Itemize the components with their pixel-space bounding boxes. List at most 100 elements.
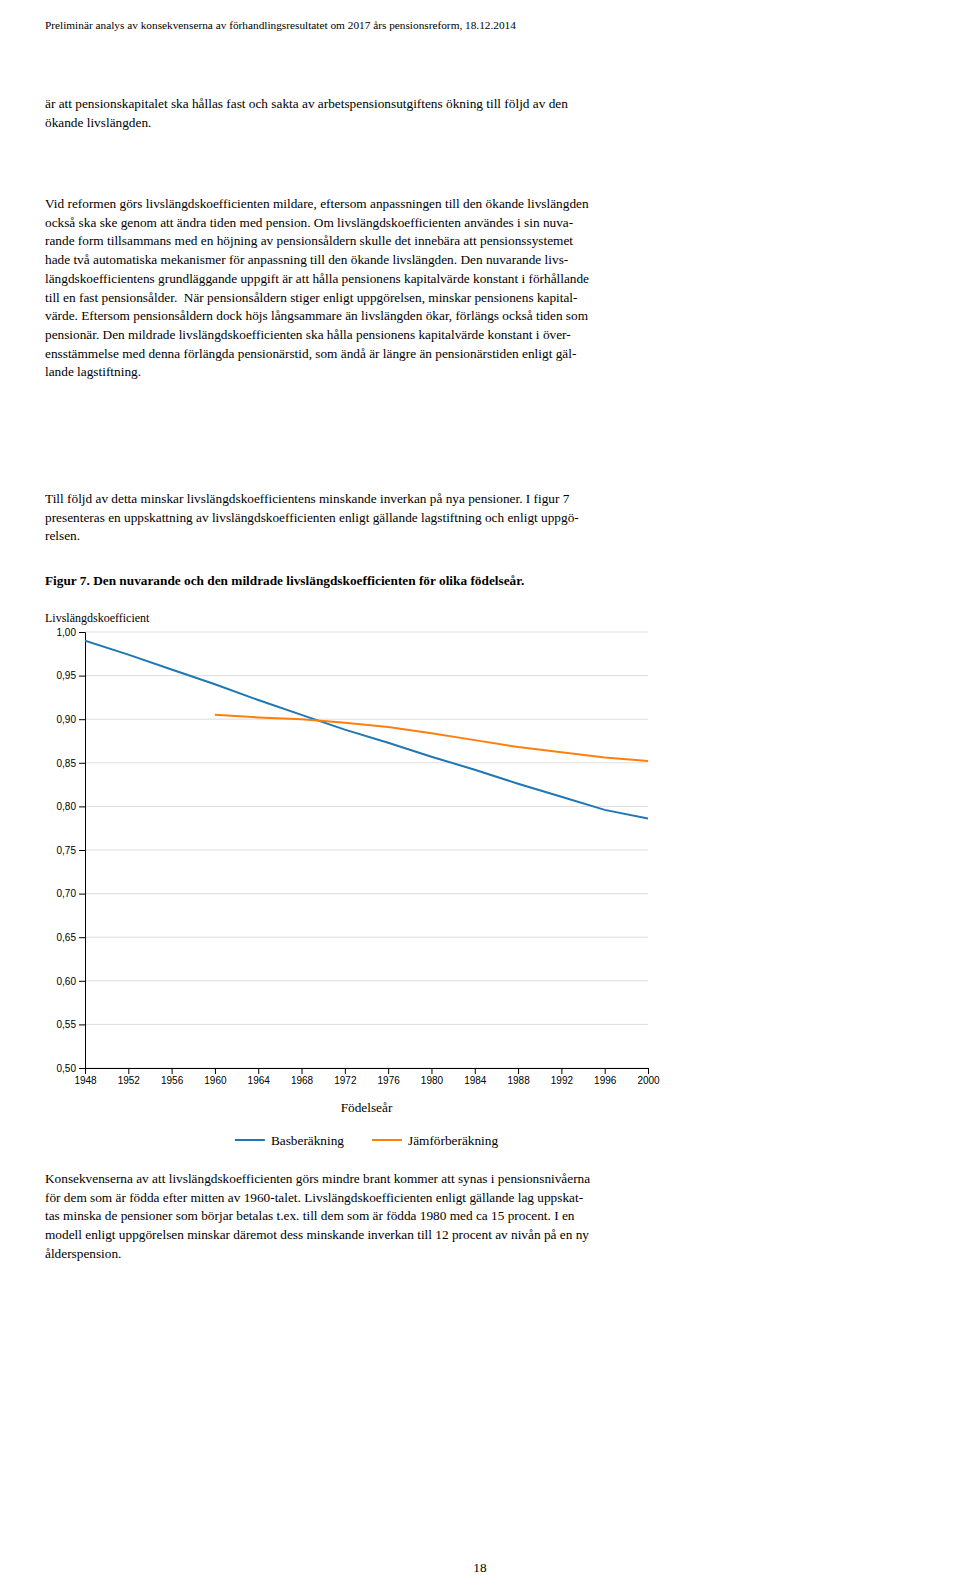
x-tick: 1956 <box>161 1068 184 1086</box>
y-tick-mark <box>79 1068 85 1069</box>
x-tick: 1992 <box>551 1068 574 1086</box>
y-tick-label: 0,80 <box>57 801 77 812</box>
x-tick-mark <box>172 1068 173 1074</box>
x-tick: 1960 <box>204 1068 227 1086</box>
y-axis: 1,000,950,900,850,800,750,700,650,600,55… <box>57 627 86 1074</box>
x-axis-title: Födelseår <box>341 1100 393 1115</box>
grid-line <box>85 850 648 851</box>
body-text: till en fast pensionsålder. När pensions… <box>45 290 578 305</box>
x-tick-mark <box>215 1068 216 1074</box>
y-tick-label: 0,50 <box>57 1063 77 1074</box>
x-tick-mark <box>431 1068 432 1074</box>
x-tick: 1976 <box>378 1068 401 1086</box>
grid-line <box>85 893 648 894</box>
legend-item: Jämförberäkning <box>372 1133 498 1148</box>
legend: Basberäkning Jämförberäkning <box>235 1133 499 1148</box>
body-text: Till följd av detta minskar livslängdsko… <box>45 491 570 506</box>
x-tick-mark <box>388 1068 389 1074</box>
y-tick-mark <box>79 719 85 720</box>
body-text: rande form tillsammans med en höjning av… <box>45 233 573 248</box>
x-tick-label: 1956 <box>161 1075 184 1086</box>
grid-line <box>85 719 648 720</box>
body-text: för dem som är födda efter mitten av 196… <box>45 1190 583 1205</box>
legend-swatch <box>235 1139 265 1141</box>
x-tick: 1964 <box>248 1068 271 1086</box>
grid-line <box>85 937 648 938</box>
x-tick: 1948 <box>74 1068 97 1086</box>
y-tick: 0,95 <box>57 670 85 681</box>
x-axis-line <box>86 1069 649 1075</box>
x-tick-mark <box>475 1068 476 1074</box>
y-tick: 0,50 <box>57 1063 85 1074</box>
legend-swatch <box>372 1139 402 1141</box>
grid-line <box>85 762 648 763</box>
page: Preliminär analys av konsekvenserna av f… <box>0 0 960 1589</box>
plot-area <box>85 641 648 819</box>
body-text: relsen. <box>45 528 80 543</box>
y-tick: 0,85 <box>57 758 85 769</box>
x-tick: 1952 <box>118 1068 141 1086</box>
x-tick: 1972 <box>334 1068 357 1086</box>
y-tick-mark <box>79 937 85 938</box>
y-tick-label: 0,75 <box>57 845 77 856</box>
body-text: presenteras en uppskattning av livslängd… <box>45 510 579 525</box>
x-tick: 1984 <box>464 1068 487 1086</box>
x-tick-mark <box>648 1068 649 1074</box>
body-text: lande lagstiftning. <box>45 364 141 379</box>
grid-line <box>85 675 648 676</box>
y-tick: 0,55 <box>57 1019 85 1030</box>
x-tick-label: 1964 <box>248 1075 271 1086</box>
x-tick-mark <box>345 1068 346 1074</box>
body-text: ålderspension. <box>45 1246 121 1261</box>
x-tick: 1988 <box>507 1068 530 1086</box>
body-text: Konsekvenserna av att livslängdskoeffici… <box>45 1171 590 1186</box>
y-tick-mark <box>79 894 85 895</box>
x-tick-mark <box>302 1068 303 1074</box>
x-tick-mark <box>128 1068 129 1074</box>
x-tick-label: 2000 <box>637 1075 660 1086</box>
y-tick: 0,65 <box>57 932 85 943</box>
body-text: Vid reformen görs livslängdskoefficiente… <box>45 196 589 211</box>
body-text: hade två automatiska mekanismer för anpa… <box>45 252 568 267</box>
page-header: Preliminär analys av konsekvenserna av f… <box>45 19 516 31</box>
chart-title: Figur 7. Den nuvarande och den mildrade … <box>45 573 524 588</box>
x-tick: 1996 <box>594 1068 617 1086</box>
y-tick-mark <box>79 1024 85 1025</box>
legend-label: Basberäkning <box>271 1133 344 1148</box>
x-tick-label: 1992 <box>551 1075 574 1086</box>
x-tick-mark <box>518 1068 519 1074</box>
x-tick: 1968 <box>291 1068 314 1086</box>
grid <box>85 632 648 1068</box>
grid-line <box>85 806 648 807</box>
y-tick: 0,60 <box>57 976 85 987</box>
x-tick-label: 1952 <box>118 1075 141 1086</box>
x-tick-label: 1972 <box>334 1075 357 1086</box>
y-tick-label: 0,90 <box>57 714 77 725</box>
x-axis: 1948 1952 1956 1960 1964 1968 1972 1976 1980 1984… <box>74 1068 660 1086</box>
y-tick-label: 0,60 <box>57 976 77 987</box>
y-tick-mark <box>79 850 85 851</box>
y-tick-label: 0,85 <box>57 758 77 769</box>
grid-line <box>85 980 648 981</box>
x-tick: 2000 <box>637 1068 660 1086</box>
x-tick-label: 1948 <box>74 1075 97 1086</box>
body-text: modell enligt uppgörelsen minskar däremo… <box>45 1227 589 1242</box>
series-line <box>85 641 648 819</box>
series-line <box>215 715 648 761</box>
y-tick-label: 0,55 <box>57 1019 77 1030</box>
x-tick-mark <box>258 1068 259 1074</box>
y-axis-title: Livslängdskoefficient <box>45 611 150 625</box>
y-tick-mark <box>79 763 85 764</box>
x-tick-label: 1968 <box>291 1075 314 1086</box>
y-tick-label: 0,95 <box>57 670 77 681</box>
y-tick: 0,90 <box>57 714 85 725</box>
body-text: värde. Eftersom pensionsåldern dock höjs… <box>45 308 589 323</box>
body-text: ökande livslängden. <box>45 115 151 130</box>
grid-line <box>85 632 648 633</box>
y-tick-mark <box>79 676 85 677</box>
x-tick-label: 1976 <box>378 1075 401 1086</box>
x-tick: 1980 <box>421 1068 444 1086</box>
legend-label: Jämförberäkning <box>408 1133 498 1148</box>
body-text: tas minska de pensioner som börjar betal… <box>45 1208 575 1223</box>
page-footer: 18 <box>473 1560 487 1575</box>
